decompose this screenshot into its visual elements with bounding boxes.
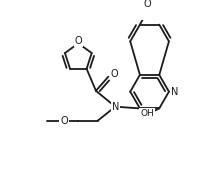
Text: N: N — [112, 102, 119, 112]
Text: O: O — [75, 36, 82, 46]
Text: O: O — [143, 0, 151, 9]
Text: N: N — [171, 87, 179, 97]
Text: O: O — [111, 69, 118, 79]
Text: OH: OH — [140, 109, 154, 118]
Text: O: O — [61, 116, 68, 126]
